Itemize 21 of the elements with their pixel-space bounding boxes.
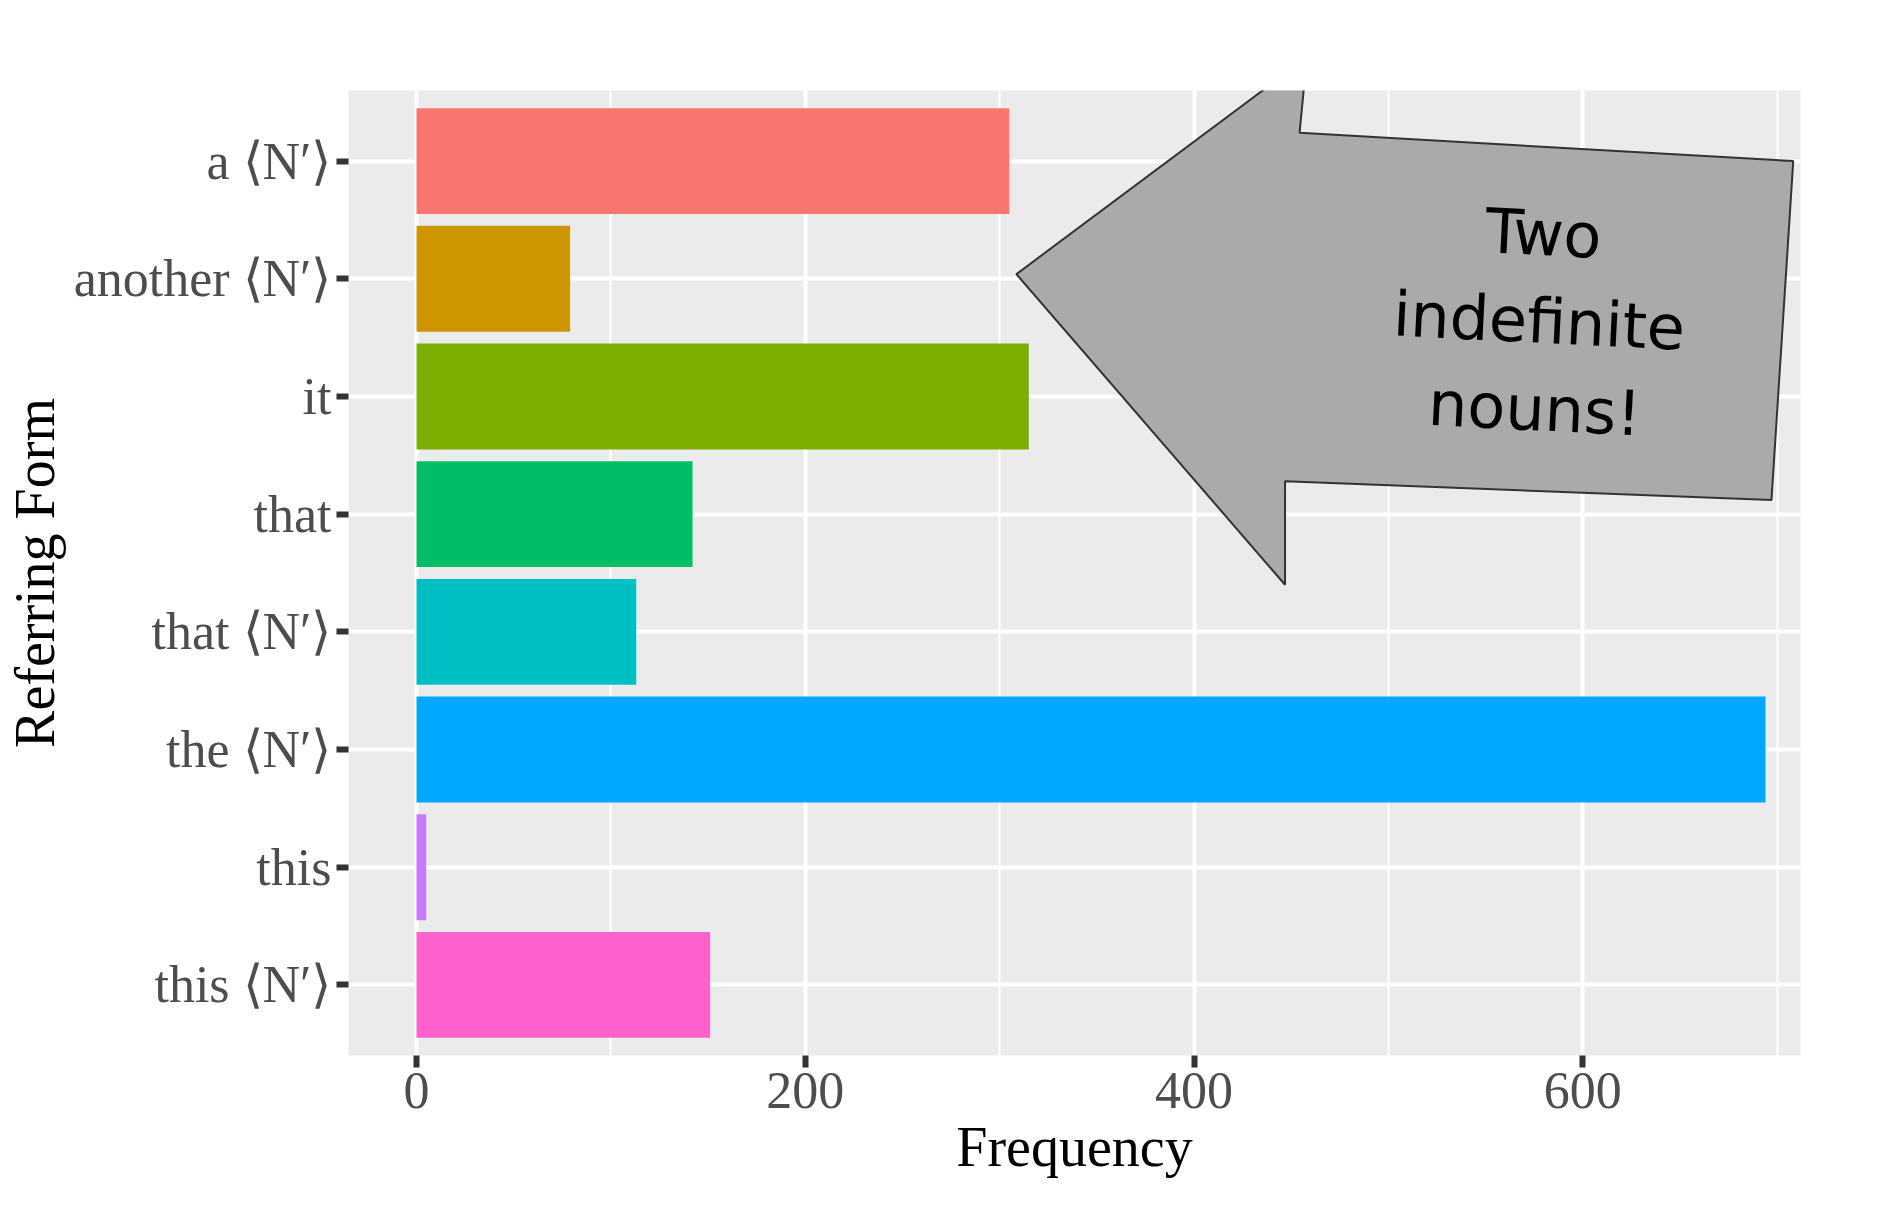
y-tick-label: it xyxy=(302,367,333,425)
bar xyxy=(416,578,637,685)
bar xyxy=(416,225,571,332)
y-tick-label: a ⟨N′⟩ xyxy=(206,132,332,190)
y-tick-label: this xyxy=(256,838,332,896)
y-tick-label: that xyxy=(253,485,333,543)
y-tick-label: that ⟨N′⟩ xyxy=(151,603,332,661)
bar xyxy=(416,696,1766,803)
x-tick-label: 0 xyxy=(403,1061,430,1119)
bar xyxy=(416,814,427,921)
y-tick-label: the ⟨N′⟩ xyxy=(166,721,332,779)
x-tick-label: 600 xyxy=(1543,1061,1622,1119)
bar xyxy=(416,343,1029,450)
bar xyxy=(416,931,711,1038)
y-axis-title: Referring Form xyxy=(3,398,66,748)
x-tick-label: 200 xyxy=(766,1061,845,1119)
annotation: Two indefinite nouns! xyxy=(1391,194,1687,451)
y-tick-label: this ⟨N′⟩ xyxy=(154,956,332,1014)
bar xyxy=(416,461,693,568)
y-tick-label: another ⟨N′⟩ xyxy=(73,250,332,308)
bar xyxy=(416,108,1010,215)
